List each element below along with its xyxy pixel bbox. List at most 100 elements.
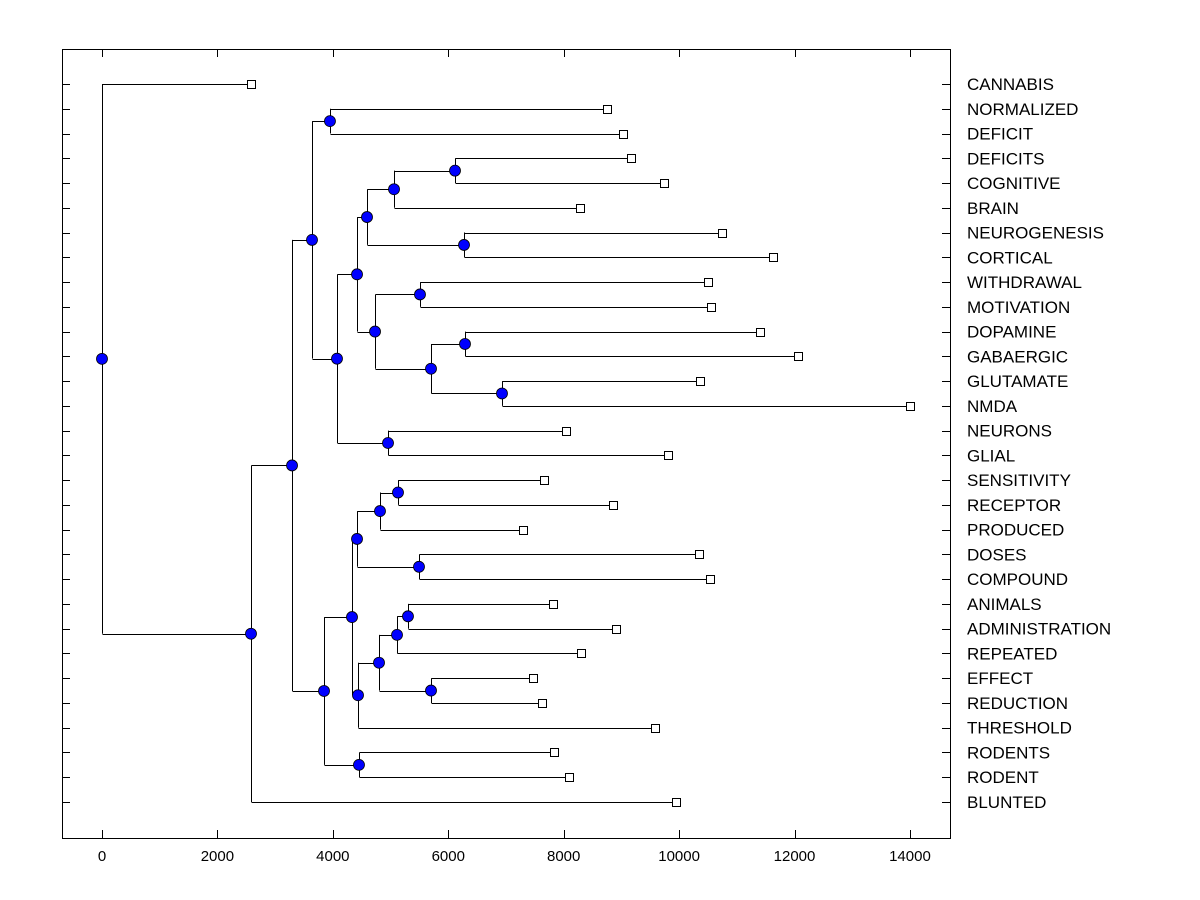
leaf-marker (576, 204, 585, 213)
leaf-label: ADMINISTRATION (967, 620, 1111, 639)
leaf-label: CORTICAL (967, 248, 1053, 267)
merge-node (459, 338, 471, 350)
leaf-label: THRESHOLD (967, 719, 1072, 738)
leaf-label: DEFICITS (967, 149, 1044, 168)
merge-node (96, 352, 108, 365)
merge-node (353, 758, 365, 771)
leaf-label: ANIMALS (967, 595, 1042, 614)
leaf-label: SENSITIVITY (967, 471, 1071, 490)
leaf-label: GLUTAMATE (967, 372, 1068, 391)
leaf-marker (664, 451, 673, 460)
leaf-label: GABAERGIC (967, 347, 1068, 366)
leaf-label: RODENTS (967, 743, 1050, 762)
leaf-label: DOPAMINE (967, 323, 1056, 342)
leaf-label: NEURONS (967, 422, 1052, 441)
leaf-marker (627, 154, 636, 163)
merge-node (425, 684, 437, 697)
merge-node (413, 560, 425, 573)
leaf-marker (519, 526, 528, 535)
leaf-marker (562, 427, 571, 436)
leaf-label: NORMALIZED (967, 100, 1078, 119)
leaf-marker (540, 476, 549, 485)
leaf-label: RODENT (967, 768, 1039, 787)
leaf-marker (529, 674, 538, 683)
tree-nodes (96, 115, 508, 771)
leaf-label: GLIAL (967, 446, 1015, 465)
leaf-marker (651, 724, 660, 733)
merge-node (374, 505, 386, 517)
leaf-marker (704, 278, 713, 287)
merge-node (388, 183, 400, 196)
merge-node (425, 362, 437, 375)
merge-node (496, 387, 508, 400)
leaf-label: REDUCTION (967, 694, 1068, 713)
leaf-label: DEFICIT (967, 125, 1033, 144)
leaf-label: NEUROGENESIS (967, 224, 1104, 243)
leaf-label: PRODUCED (967, 521, 1064, 540)
leaf-marker (707, 303, 716, 312)
leaf-label: RECEPTOR (967, 496, 1061, 515)
leaf-label: BLUNTED (967, 793, 1046, 812)
x-tick-label: 0 (98, 848, 106, 865)
x-tick-labels: 0 2000 4000 6000 8000 10000 12000 14000 (98, 848, 931, 865)
leaf-marker (619, 130, 628, 139)
merge-node (286, 459, 298, 472)
leaf-marker (549, 600, 558, 609)
leaf-label: EFFECT (967, 669, 1033, 688)
leaf-marker (906, 402, 915, 411)
merge-node (392, 486, 404, 499)
merge-node (331, 352, 343, 365)
merge-node (245, 627, 257, 640)
merge-node (352, 689, 364, 702)
axis-ticks (62, 49, 950, 838)
merge-node (382, 437, 394, 449)
leaf-marker (550, 748, 559, 757)
leaf-marker (696, 377, 705, 386)
leaf-label: NMDA (967, 397, 1018, 416)
leaf-marker (769, 253, 778, 262)
merge-node (414, 288, 426, 301)
leaf-marker (695, 550, 704, 559)
leaf-marker (718, 229, 727, 238)
merge-node (346, 611, 358, 623)
leaf-marker (577, 649, 586, 658)
leaf-label: REPEATED (967, 644, 1057, 663)
leaf-label: CANNABIS (967, 75, 1054, 94)
x-tick-label: 2000 (201, 848, 234, 865)
leaf-label: DOSES (967, 545, 1027, 564)
leaf-marker (538, 699, 547, 708)
x-tick-label: 8000 (547, 848, 580, 865)
tree-edges (102, 84, 910, 803)
leaf-marker (247, 80, 256, 89)
x-tick-label: 10000 (658, 848, 700, 865)
merge-node (306, 234, 318, 246)
merge-node (361, 211, 373, 223)
merge-node (351, 268, 363, 281)
leaf-label: COMPOUND (967, 570, 1068, 589)
leaf-marker (609, 501, 618, 510)
merge-node (318, 685, 330, 697)
leaf-marker (612, 625, 621, 634)
x-tick-label: 14000 (889, 848, 931, 865)
merge-node (373, 656, 385, 669)
leaf-label: COGNITIVE (967, 174, 1061, 193)
leaf-marker (660, 179, 669, 188)
merge-node (324, 115, 336, 128)
leaf-markers (247, 80, 915, 807)
x-tick-label: 4000 (316, 848, 349, 865)
leaf-marker (565, 773, 574, 782)
leaf-marker (672, 798, 681, 807)
leaf-marker (756, 328, 765, 337)
leaf-labels: CANNABIS NORMALIZED DEFICIT DEFICITS COGNITI… (967, 75, 1111, 812)
x-tick-label: 6000 (432, 848, 465, 865)
merge-node (369, 325, 381, 338)
plot-frame (62, 49, 951, 839)
merge-node (402, 610, 414, 623)
merge-node (351, 533, 363, 545)
merge-node (458, 239, 470, 251)
leaf-label: WITHDRAWAL (967, 273, 1082, 292)
leaf-marker (603, 105, 612, 114)
leaf-marker (794, 352, 803, 361)
leaf-label: MOTIVATION (967, 298, 1070, 317)
